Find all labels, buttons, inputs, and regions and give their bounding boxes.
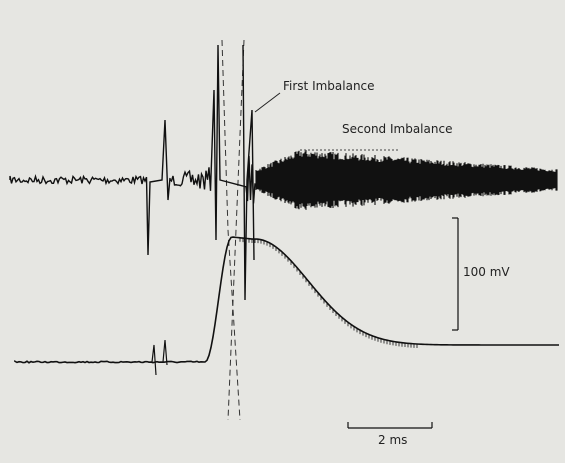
annotation-first: First Imbalance [283,79,375,93]
dashed-trace [227,39,245,421]
lower-trace [14,236,559,364]
trace-ticks [239,237,418,349]
stimulus-artifact [151,339,168,376]
annotation-second: Second Imbalance [342,122,452,136]
dense-oscillation [255,150,558,210]
time-scale-bar [347,422,433,429]
voltage-scale-bar [452,217,459,331]
dashed-trace [221,39,241,421]
spike [242,44,255,301]
leader-line [254,92,281,113]
voltage-scale-label: 100 mV [463,265,510,279]
time-scale-label: 2 ms [378,433,407,447]
upper-trace [9,44,256,256]
